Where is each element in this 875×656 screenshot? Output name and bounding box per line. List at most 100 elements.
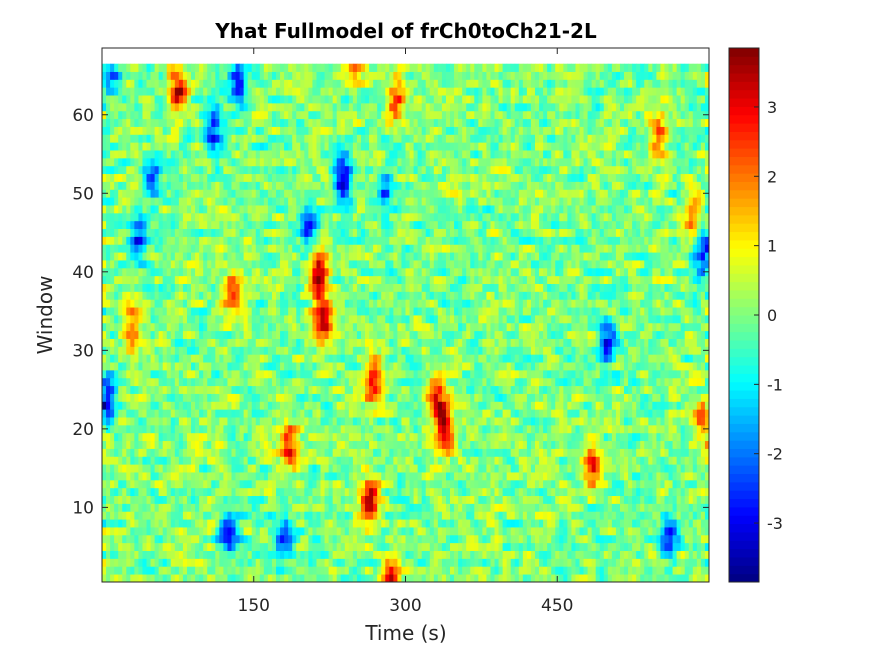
heatmap-cell (684, 322, 690, 332)
heatmap-cell (466, 550, 471, 559)
heatmap-cell (146, 424, 151, 434)
heatmap-cell (316, 417, 321, 426)
heatmap-cell (454, 377, 459, 387)
heatmap-cell (207, 487, 212, 497)
heatmap-cell (191, 558, 196, 567)
heatmap-cell (348, 362, 354, 371)
heatmap-cell (377, 338, 382, 347)
heatmap-cell (332, 409, 338, 418)
heatmap-cell (126, 393, 131, 402)
heatmap-cell (170, 487, 176, 497)
heatmap-cell (292, 503, 297, 512)
heatmap-cell (530, 322, 536, 332)
heatmap-cell (356, 511, 362, 520)
heatmap-cell (304, 542, 309, 551)
heatmap-cell (195, 550, 200, 559)
heatmap-cell (628, 354, 633, 363)
heatmap-cell (518, 369, 524, 379)
heatmap-cell (239, 495, 245, 504)
heatmap-cell (615, 464, 621, 473)
heatmap-cell (267, 566, 273, 575)
heatmap-cell (255, 527, 261, 536)
heatmap-cell (191, 432, 196, 442)
heatmap-cell (445, 354, 451, 363)
heatmap-cell (458, 362, 463, 371)
heatmap-cell (203, 440, 208, 449)
heatmap-cell (182, 550, 188, 559)
heatmap-cell (174, 511, 180, 520)
heatmap-cell (316, 527, 321, 536)
heatmap-cell (696, 440, 702, 449)
heatmap-cell (207, 527, 212, 536)
heatmap-cell (130, 338, 135, 347)
heatmap-cell (437, 440, 443, 449)
heatmap-cell (437, 550, 443, 559)
heatmap-cell (466, 503, 471, 512)
heatmap-cell (450, 550, 455, 559)
heatmap-cell (575, 456, 580, 465)
heatmap-cell (122, 393, 127, 402)
heatmap-cell (648, 440, 653, 449)
heatmap-cell (336, 346, 342, 355)
heatmap-cell (259, 448, 265, 457)
heatmap-cell (292, 369, 297, 379)
heatmap-cell (138, 354, 143, 363)
heatmap-cell (276, 495, 281, 504)
heatmap-cell (114, 393, 119, 402)
heatmap-cell (583, 440, 588, 449)
heatmap-cell (526, 377, 532, 387)
heatmap-cell (518, 346, 524, 355)
heatmap-cell (624, 338, 629, 347)
heatmap-cell (280, 503, 285, 512)
heatmap-cell (607, 534, 613, 544)
heatmap-cell (539, 550, 544, 559)
heatmap-cell (324, 456, 330, 465)
heatmap-cell (478, 472, 483, 481)
heatmap-cell (158, 542, 164, 551)
heatmap-cell (664, 479, 669, 489)
heatmap-cell (385, 495, 390, 504)
heatmap-cell (632, 440, 637, 449)
heatmap-cell (688, 409, 694, 418)
heatmap-cell (454, 542, 459, 551)
heatmap-cell (567, 566, 572, 575)
heatmap-cell (106, 495, 111, 504)
heatmap-cell (255, 479, 261, 489)
heatmap-cell (332, 440, 338, 449)
heatmap-cell (154, 495, 160, 504)
heatmap-cell (344, 566, 350, 575)
heatmap-cell (571, 511, 576, 520)
heatmap-cell (251, 558, 257, 567)
heatmap-cell (551, 440, 556, 449)
heatmap-cell (490, 550, 495, 559)
heatmap-cell (126, 519, 131, 528)
heatmap-cell (332, 346, 338, 355)
heatmap-cell (207, 503, 212, 512)
heatmap-cell (417, 448, 423, 457)
heatmap-cell (688, 377, 694, 387)
heatmap-cell (575, 440, 580, 449)
heatmap-cell (587, 527, 593, 536)
heatmap-cell (644, 503, 649, 512)
heatmap-cell (607, 464, 613, 473)
heatmap-cell (559, 440, 564, 449)
heatmap-cell (486, 424, 491, 434)
heatmap-cell (490, 354, 495, 363)
heatmap-cell (429, 377, 435, 387)
heatmap-cell (615, 534, 621, 544)
heatmap-cell (429, 534, 435, 544)
heatmap-cell (328, 440, 334, 449)
heatmap-cell (514, 354, 520, 363)
heatmap-cell (227, 472, 232, 481)
heatmap-cell (522, 362, 528, 371)
heatmap-cell (276, 479, 281, 489)
heatmap-cell (563, 503, 568, 512)
heatmap-cell (352, 558, 358, 567)
heatmap-cell (474, 448, 479, 457)
heatmap-cell (134, 369, 139, 379)
heatmap-cell (494, 424, 499, 434)
heatmap-cell (551, 385, 556, 394)
heatmap-cell (158, 330, 164, 339)
heatmap-cell (587, 338, 593, 347)
heatmap-cell (413, 432, 419, 442)
